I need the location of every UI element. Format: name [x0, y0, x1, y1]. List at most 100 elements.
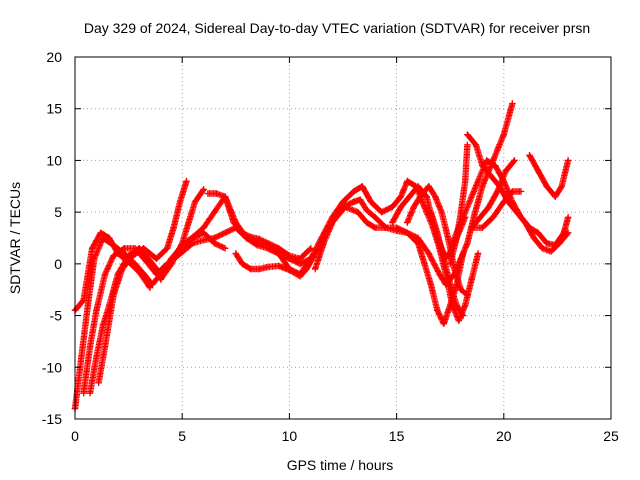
data-point [359, 183, 366, 190]
data-point [468, 224, 475, 231]
data-point [558, 183, 565, 190]
plot-frame [74, 56, 612, 420]
data-point [320, 239, 327, 247]
data-point [434, 229, 441, 237]
data-point [95, 379, 102, 386]
data-point [378, 208, 385, 216]
data-point [101, 343, 109, 350]
data-point [153, 255, 160, 262]
data-point [183, 177, 190, 185]
data-point [168, 255, 175, 262]
data-point [179, 242, 186, 249]
data-point [517, 188, 525, 195]
data-point [213, 190, 220, 197]
data-point [552, 193, 559, 200]
data-point [485, 203, 492, 211]
y-tick-label: 0 [54, 256, 62, 272]
data-point [462, 177, 469, 185]
data-point [356, 196, 364, 203]
data-point [472, 141, 480, 149]
data-point [416, 193, 424, 200]
data-point [264, 245, 272, 252]
data-point [239, 229, 246, 237]
data-point [500, 131, 507, 138]
data-point [339, 198, 347, 205]
data-point [118, 265, 126, 273]
data-point [457, 219, 465, 226]
data-point [389, 219, 396, 226]
y-tick-label: -5 [50, 308, 63, 324]
data-point [97, 229, 104, 237]
data-point [459, 250, 467, 257]
data-point [146, 284, 154, 291]
data-point [425, 183, 432, 190]
data-point [189, 239, 197, 247]
data-point [556, 239, 563, 247]
data-point [200, 224, 207, 231]
data-point [307, 245, 315, 252]
data-point [191, 198, 199, 205]
data-point [256, 235, 263, 243]
data-point [136, 268, 143, 276]
data-point [462, 302, 469, 309]
data-point [121, 245, 128, 252]
series-track-18 [468, 188, 525, 231]
data-point [479, 224, 486, 231]
data-point [464, 141, 471, 149]
data-point [232, 250, 239, 257]
data-point [80, 389, 87, 397]
data-point [211, 234, 218, 242]
data-point [466, 198, 473, 205]
data-point [444, 234, 452, 242]
data-point [204, 190, 212, 197]
x-tick-label: 10 [282, 428, 298, 444]
data-points [71, 100, 572, 412]
data-point [296, 255, 304, 262]
data-point [354, 208, 362, 216]
data-point [106, 234, 113, 242]
data-point [200, 186, 207, 193]
data-point [543, 239, 550, 247]
data-point [91, 255, 98, 262]
data-point [421, 260, 428, 268]
data-point [86, 343, 94, 350]
data-point [431, 193, 439, 200]
data-point [404, 229, 411, 237]
data-point [80, 296, 87, 304]
data-point [397, 203, 405, 211]
data-point [530, 234, 538, 242]
data-point [200, 236, 207, 244]
data-point [371, 214, 379, 221]
y-tick-label: -10 [42, 359, 62, 375]
data-point [275, 262, 282, 270]
data-point [436, 271, 443, 278]
data-point [477, 214, 484, 221]
data-point [509, 188, 516, 195]
data-point [438, 208, 445, 216]
data-point [78, 353, 85, 361]
data-point [371, 224, 379, 231]
y-tick-label: 15 [46, 101, 62, 117]
data-point [363, 206, 370, 214]
data-point [447, 281, 454, 288]
data-point [547, 248, 555, 255]
x-tick-label: 25 [603, 428, 619, 444]
data-point [449, 239, 456, 247]
data-point [414, 239, 422, 247]
data-point [129, 252, 137, 259]
data-point [534, 229, 542, 237]
data-point [307, 255, 315, 262]
data-point [350, 188, 357, 195]
data-point [479, 162, 486, 169]
data-point [440, 320, 447, 328]
data-point [99, 322, 107, 330]
data-point [363, 219, 370, 226]
data-point [296, 271, 304, 278]
data-point [526, 152, 533, 159]
data-point [93, 307, 100, 314]
data-point [464, 291, 471, 299]
data-point [211, 208, 218, 216]
data-point [511, 157, 518, 164]
data-point [239, 260, 246, 268]
